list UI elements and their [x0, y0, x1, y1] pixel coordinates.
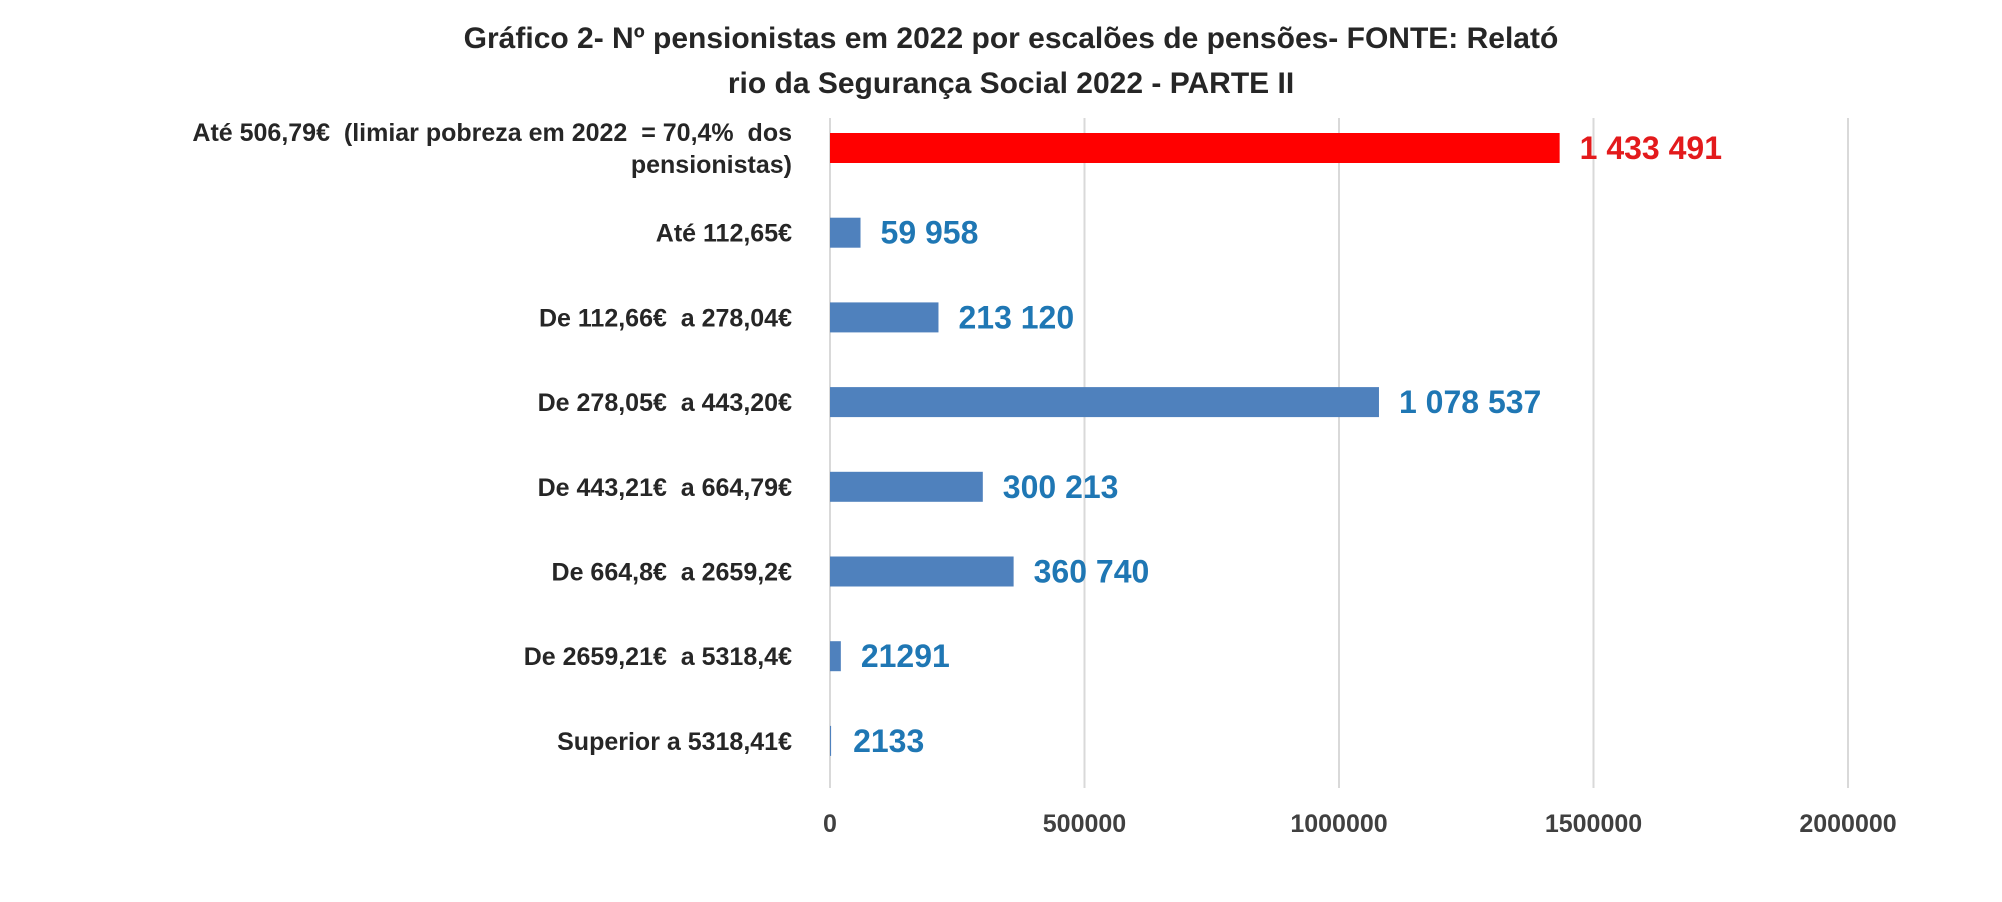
data-label: 21291	[861, 638, 950, 674]
bar	[830, 725, 832, 756]
category-label: De 443,21€ a 664,79€	[538, 474, 792, 502]
category-label: pensionistas)	[631, 151, 792, 179]
bar	[830, 471, 983, 502]
category-label: De 2659,21€ a 5318,4€	[524, 643, 792, 671]
bar	[830, 133, 1560, 163]
x-tick-label: 1000000	[1290, 810, 1387, 838]
data-label: 1 078 537	[1399, 384, 1541, 420]
chart-title: Gráfico 2- Nº pensionistas em 2022 por e…	[463, 22, 1559, 55]
bar	[830, 387, 1379, 418]
x-tick-label: 2000000	[1799, 810, 1896, 838]
data-label: 360 740	[1034, 554, 1150, 590]
x-tick-label: 1500000	[1545, 810, 1642, 838]
data-label: 2133	[853, 723, 924, 759]
bar	[830, 217, 861, 248]
x-tick-label: 500000	[1043, 810, 1126, 838]
data-label: 59 958	[881, 215, 979, 251]
category-label: De 112,66€ a 278,04€	[539, 304, 792, 332]
data-label: 213 120	[958, 299, 1074, 335]
category-label: Até 506,79€ (limiar pobreza em 2022 = 70…	[192, 119, 792, 147]
category-label: Até 112,65€	[656, 220, 792, 248]
category-label: De 664,8€ a 2659,2€	[552, 559, 793, 587]
category-label: De 278,05€ a 443,20€	[538, 389, 792, 417]
x-tick-label: 0	[823, 810, 837, 838]
bar	[830, 302, 939, 333]
category-label: Superior a 5318,41€	[557, 728, 792, 756]
chart-title-line2: rio da Segurança Social 2022 - PARTE II	[727, 67, 1295, 100]
bar	[830, 641, 841, 672]
data-label: 1 433 491	[1580, 130, 1722, 166]
data-label: 300 213	[1003, 469, 1119, 505]
bar	[830, 556, 1014, 587]
